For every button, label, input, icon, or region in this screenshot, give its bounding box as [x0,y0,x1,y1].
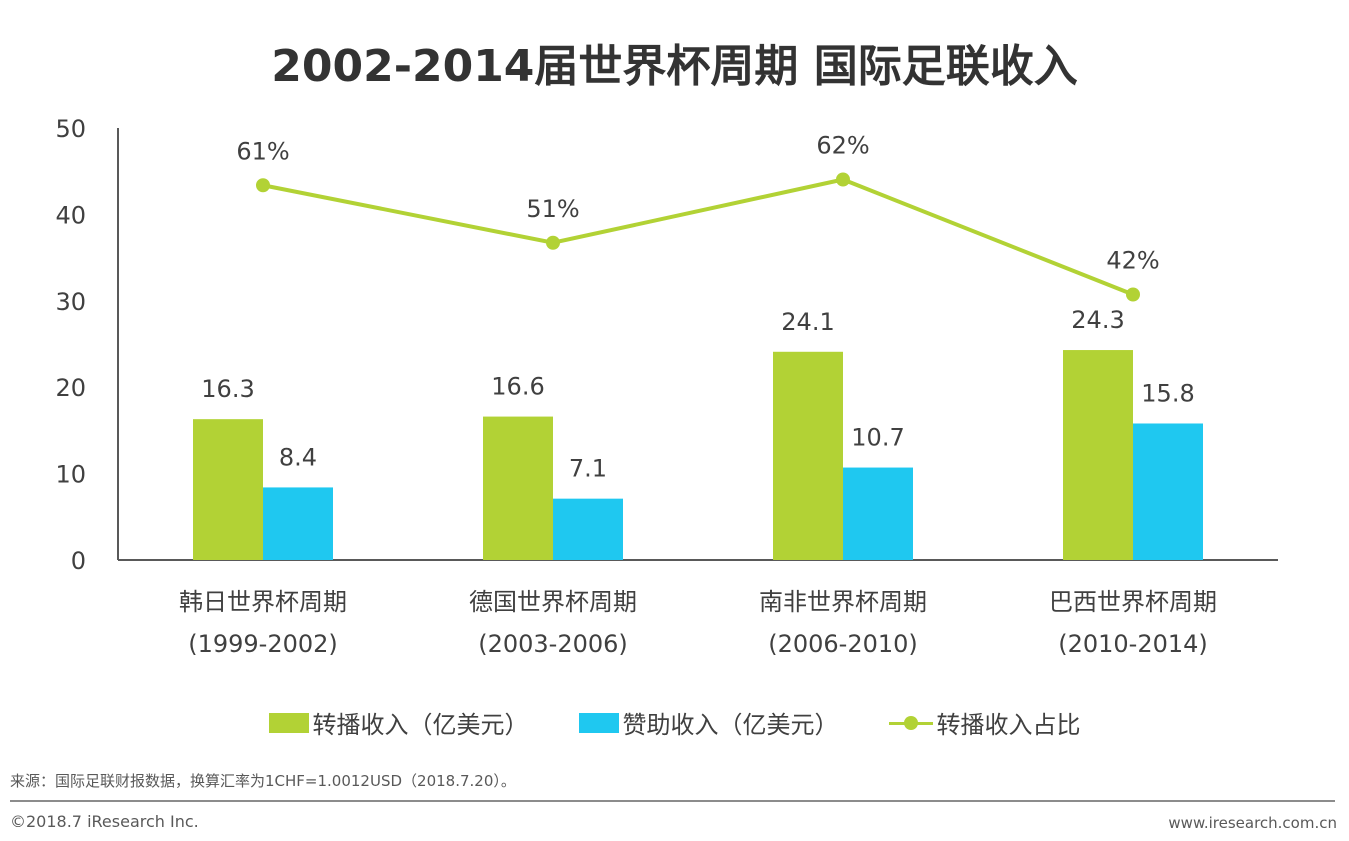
data-label: 15.8 [1141,379,1194,407]
x-tick-label: 南非世界杯周期 [759,588,927,616]
line-point [546,235,560,250]
legend-line-marker [888,713,933,733]
data-label: 24.1 [781,308,834,336]
bar-broadcast [483,416,553,560]
y-tick-label: 10 [55,461,86,489]
line-data-label: 61% [236,137,289,165]
bar-sponsor [553,498,623,560]
line-point [1126,287,1140,302]
copyright: ©2018.7 iResearch Inc. [10,812,199,831]
legend-label: 转播收入（亿美元） [312,711,529,739]
x-tick-label: 韩日世界杯周期 [179,588,347,616]
bar-sponsor [843,467,913,560]
website-link[interactable]: www.iresearch.com.cn [1168,814,1337,832]
line-data-label: 62% [816,132,869,160]
x-tick-sublabel: (2006-2010) [768,630,918,658]
data-label: 24.3 [1071,306,1124,334]
line-data-label: 51% [526,195,579,223]
legend-item-broadcast: 转播收入（亿美元） [268,705,529,740]
chart: 0 10 20 30 40 50 16.3 8.4 韩日世界杯周期 (1999-2002) 16.6… [55,115,1278,658]
chart-title: 2002-2014届世界杯周期 国际足联收入 [271,41,1078,92]
x-tick-sublabel: (2010-2014) [1058,630,1208,658]
y-tick-label: 40 [55,201,86,229]
data-label: 16.3 [201,375,254,403]
legend-swatch [268,712,309,733]
bar-broadcast [193,419,263,560]
x-tick-sublabel: (1999-2002) [188,630,338,658]
line-point [256,178,270,193]
legend-item-sponsor: 赞助收入（亿美元） [578,705,839,740]
source-note: 来源：国际足联财报数据，换算汇率为1CHF=1.0012USD（2018.7.2… [10,772,516,790]
x-tick-label: 德国世界杯周期 [469,588,637,616]
data-label: 10.7 [851,424,904,452]
y-tick-label: 50 [55,115,86,143]
divider [10,800,1335,802]
legend-item-share: 转播收入占比 [888,705,1081,740]
y-tick-label: 30 [55,288,86,316]
data-label: 16.6 [491,373,544,401]
legend-swatch [578,712,619,733]
data-label: 7.1 [569,455,607,483]
legend-label: 转播收入占比 [936,711,1081,739]
line-share [262,177,1134,297]
bar-broadcast [1063,350,1133,560]
legend-label: 赞助收入（亿美元） [622,711,839,739]
legend: 转播收入（亿美元） 赞助收入（亿美元） 转播收入占比 [0,705,1349,740]
y-tick-label: 20 [55,374,86,402]
y-tick-label: 0 [71,547,86,575]
x-tick-sublabel: (2003-2006) [478,630,628,658]
x-tick-label: 巴西世界杯周期 [1049,588,1217,616]
line-point [836,172,850,187]
bar-sponsor [1133,423,1203,560]
data-label: 8.4 [279,443,317,471]
bar-sponsor [263,487,333,560]
line-data-label: 42% [1106,247,1159,275]
bar-broadcast [773,351,843,560]
